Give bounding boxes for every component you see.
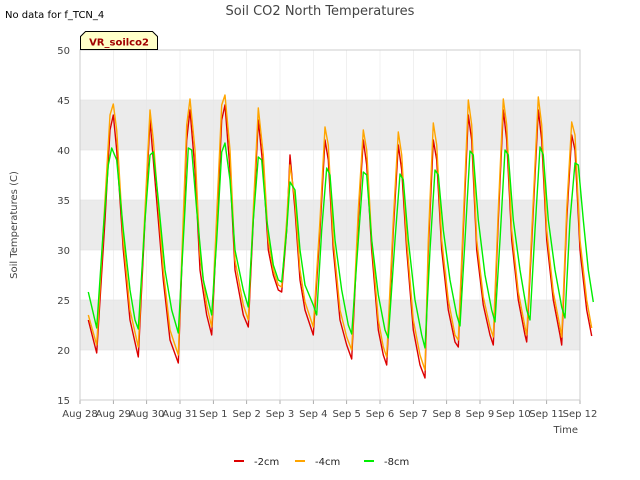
x-tick-label: Sep 8 — [432, 409, 460, 420]
x-tick-label: Sep 11 — [529, 409, 564, 420]
y-tick-label: 35 — [57, 196, 70, 207]
x-tick-label: Sep 3 — [266, 409, 294, 420]
y-tick-label: 30 — [57, 246, 70, 257]
y-tick-label: 40 — [57, 146, 70, 157]
x-tick-label: Aug 30 — [129, 409, 164, 420]
x-tick-label: Aug 29 — [96, 409, 131, 420]
x-tick-label: Sep 12 — [563, 409, 598, 420]
y-tick-labels: 15 20 25 30 35 40 45 50 — [57, 46, 70, 407]
series-line--4cm — [87, 94, 593, 371]
x-tick-label: Sep 5 — [332, 409, 360, 420]
chart-title: Soil CO2 North Temperatures — [226, 4, 415, 19]
y-axis-title: Soil Temperatures (C) — [9, 171, 20, 279]
legend: -2cm -4cm -8cm — [234, 457, 409, 468]
y-tick-label: 25 — [57, 296, 70, 307]
plot-frame — [79, 49, 581, 401]
plot-area — [80, 50, 580, 400]
legend-label--2cm: -2cm — [254, 457, 279, 468]
x-tick-label: Sep 4 — [299, 409, 327, 420]
y-tick-label: 20 — [57, 346, 70, 357]
no-data-note: No data for f_TCN_4 — [5, 10, 104, 21]
x-tick-label: Sep 2 — [232, 409, 260, 420]
badge-box — [80, 31, 158, 50]
y-tick-label: 45 — [57, 96, 70, 107]
x-tick-label: Sep 9 — [466, 409, 494, 420]
plot-band — [80, 300, 580, 350]
x-tick-label: Aug 31 — [162, 409, 197, 420]
series-line--8cm — [87, 142, 594, 349]
x-tick-label: Sep 6 — [366, 409, 394, 420]
x-tick-label: Aug 28 — [62, 409, 97, 420]
plot-band — [80, 100, 580, 150]
legend-label--4cm: -4cm — [315, 457, 340, 468]
badge-label: VR_soilco2 — [89, 38, 149, 49]
y-tick-label: 50 — [57, 46, 70, 57]
x-tick-label: Sep 7 — [399, 409, 427, 420]
x-tick-label: Sep 1 — [199, 409, 227, 420]
series-lines — [87, 94, 594, 379]
y-tick-label: 15 — [57, 396, 70, 407]
legend-label--8cm: -8cm — [384, 457, 409, 468]
plot-band — [80, 200, 580, 250]
badge: VR_soilco2 — [80, 31, 158, 50]
x-axis-title: Time — [553, 425, 578, 436]
x-tick-label: Sep 10 — [496, 409, 531, 420]
